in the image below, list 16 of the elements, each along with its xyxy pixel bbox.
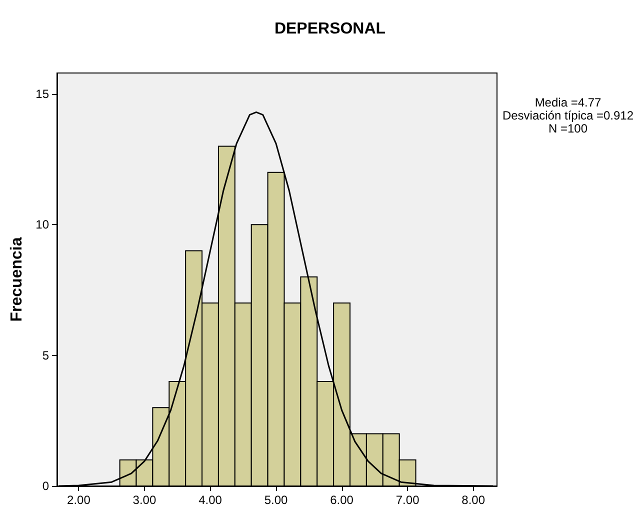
x-tick-label: 7.00 <box>396 493 420 507</box>
text: Desviación típica =0.912 <box>502 108 634 122</box>
x-tick-label: 2.00 <box>67 493 91 507</box>
x-tick-label: 8.00 <box>462 493 486 507</box>
chart-title: DEPERSONAL <box>274 20 386 38</box>
y-axis-title: Frecuencia <box>8 237 26 322</box>
text: N =100 <box>548 122 588 136</box>
x-tick-label: 6.00 <box>330 493 354 507</box>
text: Media =4.77 <box>534 96 602 110</box>
y-tick-label: 10 <box>36 218 50 232</box>
x-tick-label: 5.00 <box>264 493 288 507</box>
x-tick-label: 3.00 <box>132 493 156 507</box>
y-tick-label: 15 <box>36 86 50 101</box>
y-tick-label: 0 <box>42 479 50 493</box>
x-tick-label: 4.00 <box>198 493 222 507</box>
y-tick-label: 5 <box>42 348 50 362</box>
